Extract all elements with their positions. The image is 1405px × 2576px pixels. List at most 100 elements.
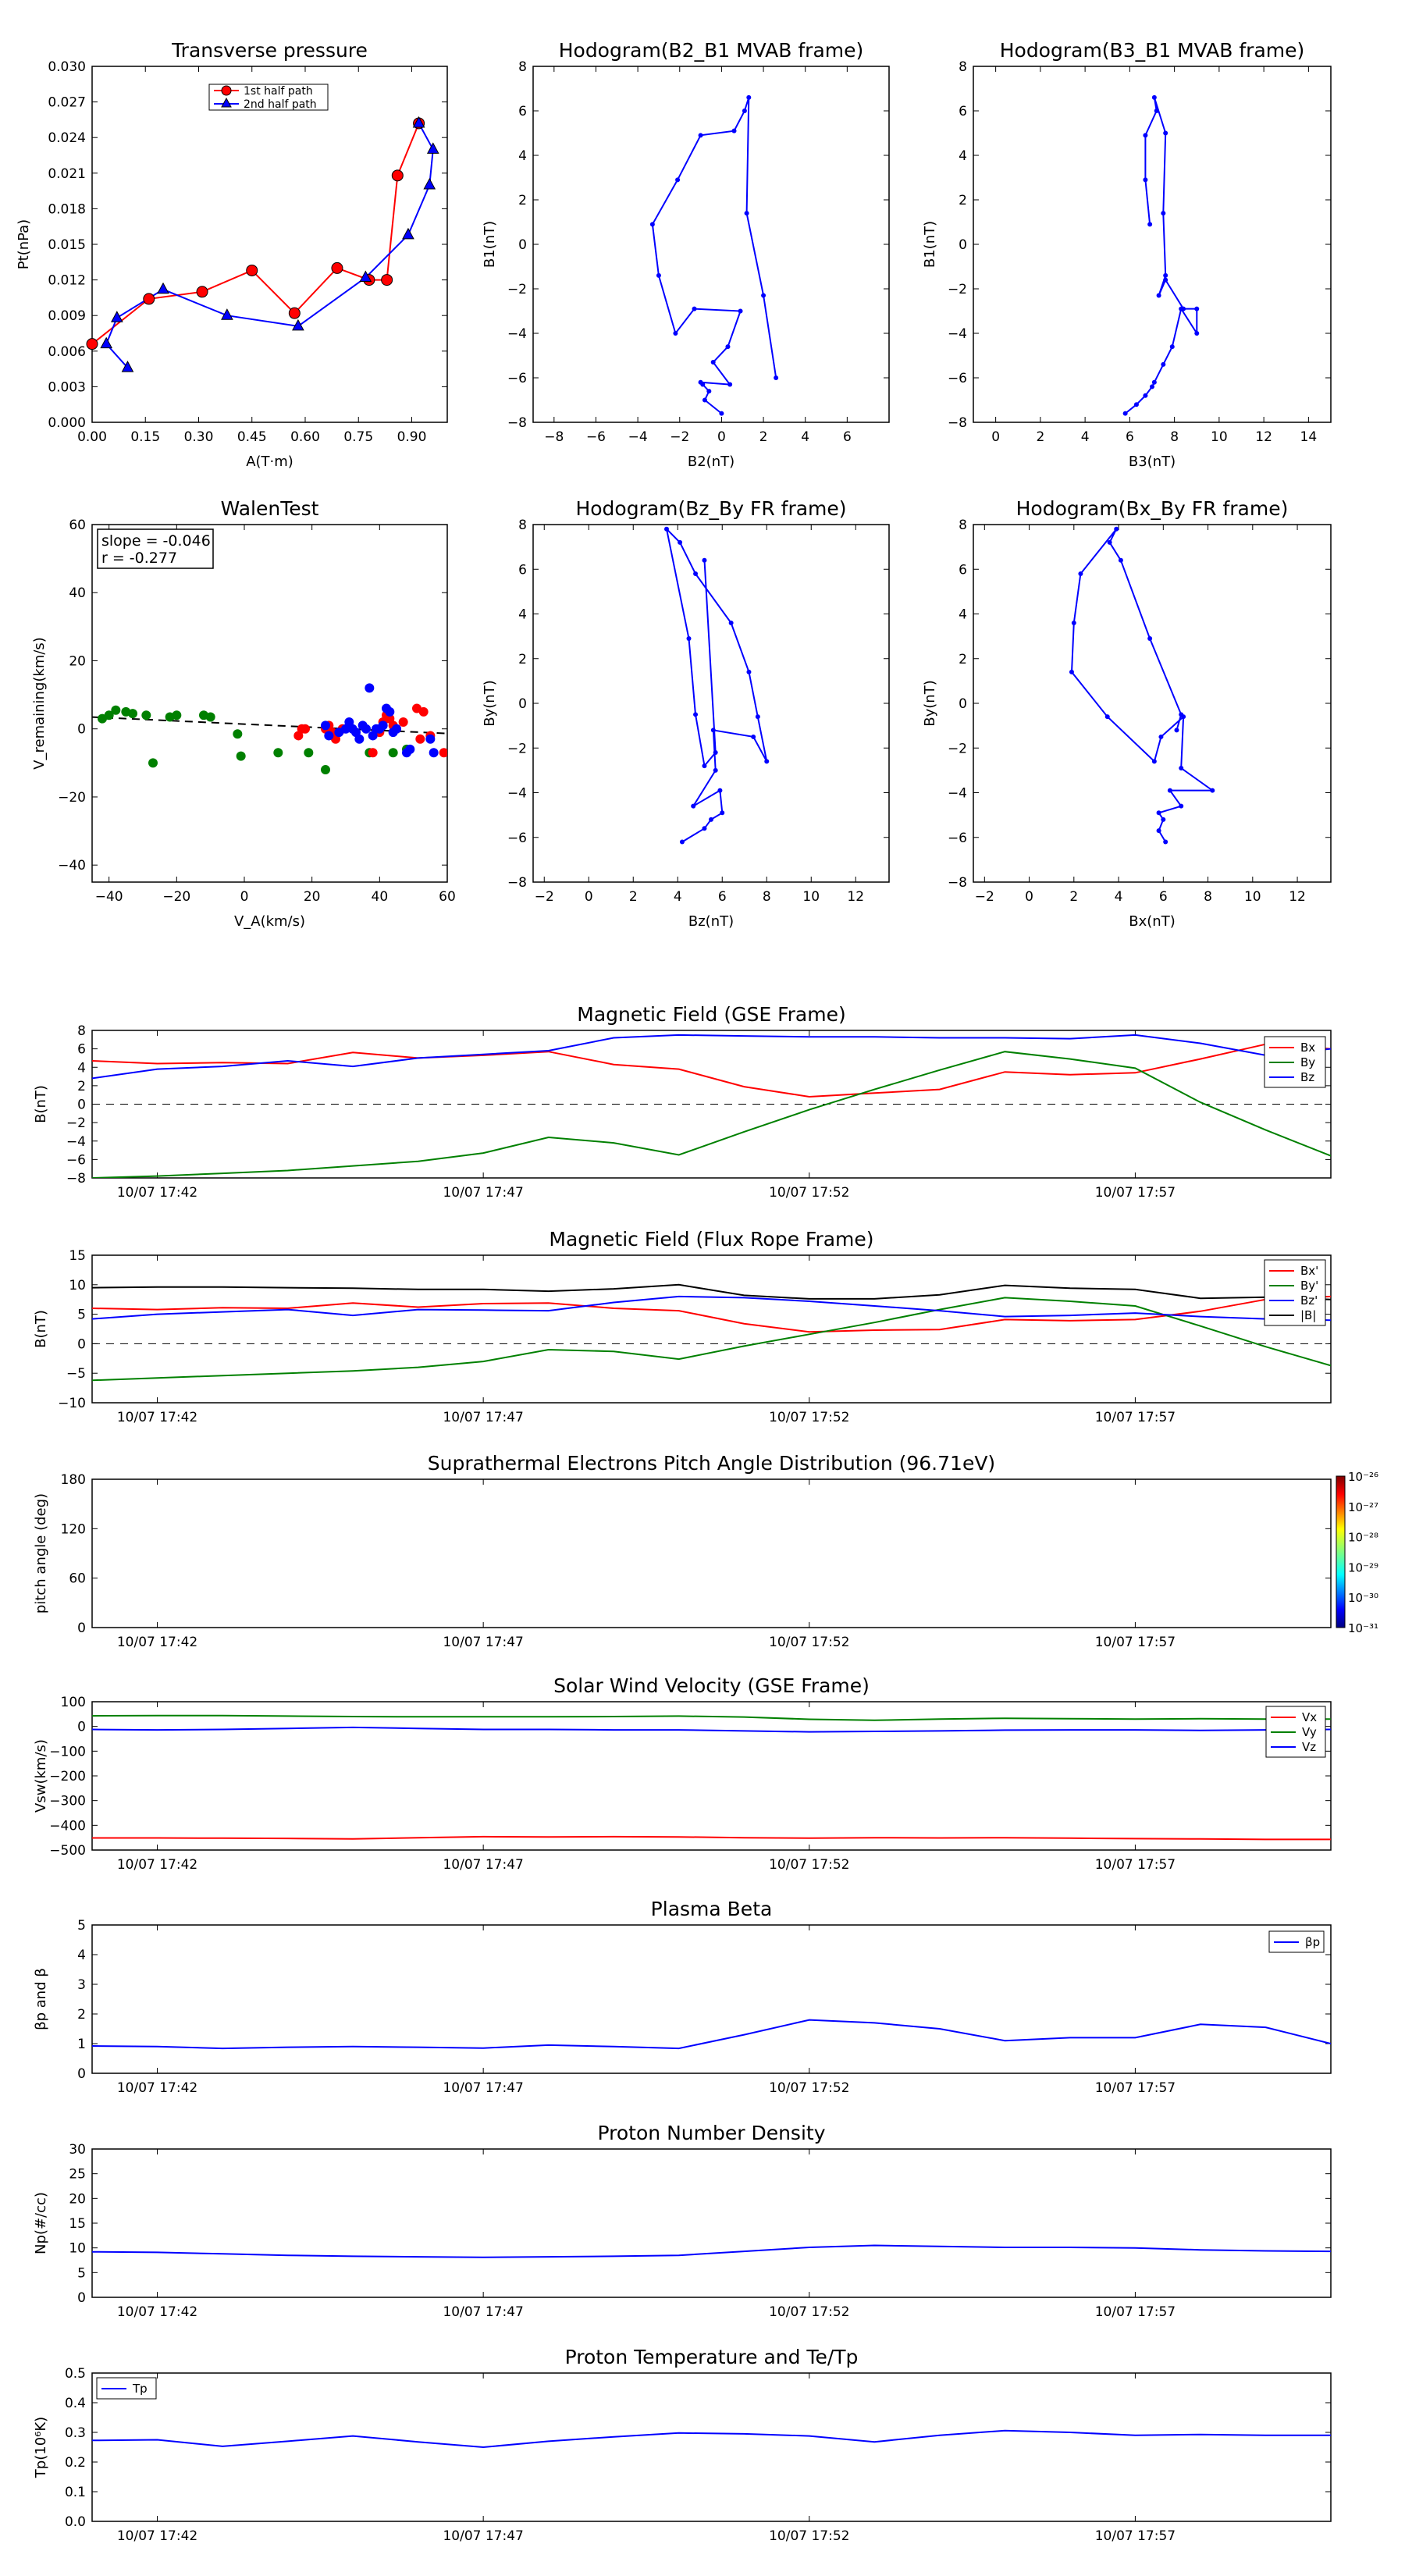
scatter-point-red: [398, 717, 408, 727]
y-tick-label: 0.009: [48, 308, 86, 324]
x-tick-label: 4: [674, 889, 682, 905]
y-tick-label: 8: [518, 518, 527, 533]
data-point-2nd-half: [423, 177, 436, 190]
x-tick-label: −2: [535, 889, 554, 905]
chart-title: Hodogram(Bz_By FR frame): [575, 497, 846, 520]
x-tick-label: 0: [1025, 889, 1033, 905]
hodogram-point: [1179, 803, 1184, 809]
y-tick-label: 0: [77, 2290, 86, 2306]
x-tick-label: 2: [759, 429, 768, 445]
legend-label: Vz: [1302, 1740, 1316, 1754]
hodogram-point: [755, 714, 760, 720]
hodogram-point: [691, 803, 696, 809]
data-point-1st-half: [288, 307, 301, 319]
hodogram-point: [1169, 344, 1175, 350]
x-tick-label: −2: [975, 889, 994, 905]
scatter-point-green: [111, 705, 121, 715]
data-point-1st-half: [331, 262, 343, 274]
y-tick-label: −6: [507, 371, 527, 386]
x-tick-label: 0.90: [397, 429, 427, 445]
y-tick-label: 6: [77, 1042, 86, 1058]
colorbar-bar: [1336, 1475, 1346, 1628]
hodogram-point: [764, 759, 770, 764]
hodogram-point: [1143, 177, 1148, 183]
y-axis-label: Np(#/cc): [33, 2192, 49, 2254]
y-axis-label: pitch angle (deg): [33, 1493, 49, 1614]
hodogram-point: [1181, 306, 1186, 311]
x-tick-label: 10/07 17:57: [1095, 2304, 1176, 2320]
legend-label: By: [1300, 1055, 1315, 1069]
x-tick-label: 8: [763, 889, 771, 905]
legend-marker-1st: [221, 85, 232, 96]
y-tick-label: −300: [49, 1794, 86, 1809]
y-tick-label: 0.4: [65, 2396, 86, 2411]
hodogram-point: [1151, 94, 1157, 100]
x-tick-label: 10/07 17:42: [117, 1410, 197, 1425]
hodogram-point: [746, 94, 752, 100]
series-line-Bz': [92, 1295, 1331, 1322]
fit-line: [92, 716, 447, 735]
chart-walen-test: WalenTest −40 −20 0 20 40 60 −40 −20 0 20 40 60 V_A(k…: [31, 497, 456, 930]
x-axis-label: A(T·m): [246, 454, 293, 470]
hodogram-point: [1163, 839, 1168, 845]
hodogram-point: [686, 635, 692, 641]
chart-proton_temperature: Proton Temperature and Te/Tp 0.0 0.1 0.2 0.3…: [33, 2346, 1332, 2544]
y-tick-label: −2: [507, 741, 527, 756]
chart-title: Magnetic Field (GSE Frame): [577, 1003, 845, 1026]
y-axis-label: By(nT): [482, 680, 498, 726]
data-point-1st-half: [381, 274, 393, 286]
hodogram-point: [751, 734, 756, 739]
series-group: [92, 2019, 1331, 2050]
chart-hodogram_b3_b1: Hodogram(B3_B1 MVAB frame) −8 −6 −4 −2 0 2 4 6 8 0…: [922, 39, 1332, 470]
x-tick-label: −8: [544, 429, 564, 445]
hodogram-point: [710, 360, 716, 365]
y-tick-label: 4: [959, 148, 967, 164]
hodogram-line: [1125, 97, 1198, 415]
scatter-point-red: [439, 748, 447, 758]
colorbar-label: 10⁻²⁷: [1348, 1500, 1378, 1514]
y-tick-label: 0.024: [48, 130, 86, 146]
x-tick-label: 2: [1069, 889, 1078, 905]
x-tick-label: 4: [1115, 889, 1123, 905]
plot-frame: [532, 66, 890, 423]
data-point-2nd-half: [359, 270, 372, 283]
y-tick-label: 6: [518, 104, 527, 119]
x-tick-label: 0.75: [343, 429, 373, 445]
chart-title: Solar Wind Velocity (GSE Frame): [553, 1674, 870, 1697]
y-tick-label: −6: [948, 371, 967, 386]
legend-marker-2nd: [221, 97, 232, 108]
chart-hodogram_bz_by: Hodogram(Bz_By FR frame) −8 −6 −4 −2 0 2 4 6 8 −2 0…: [482, 497, 890, 930]
y-tick-label: −8: [948, 415, 967, 431]
chart-hodogram_b2_b1: Hodogram(B2_B1 MVAB frame) −8 −6 −4 −2 0 2 4 6 8 −…: [482, 39, 890, 470]
annotation-box: [97, 528, 214, 569]
chart-title: Hodogram(B3_B1 MVAB frame): [1000, 39, 1305, 62]
legend-label-1st: 1st half path: [244, 85, 313, 98]
hodogram-point: [702, 763, 707, 769]
y-tick-label: 4: [77, 1948, 86, 1963]
legend-label: βp: [1305, 1935, 1320, 1949]
y-tick-label: 0: [959, 237, 967, 253]
hodogram-point: [720, 810, 725, 816]
y-tick-label: 6: [959, 104, 967, 119]
series-group: [92, 1714, 1331, 1841]
x-tick-label: 10/07 17:52: [769, 2080, 849, 2096]
y-tick-label: −4: [507, 326, 527, 342]
hodogram-point: [1114, 526, 1119, 532]
x-tick-label: 10/07 17:42: [117, 1857, 197, 1873]
hodogram-point: [649, 222, 655, 227]
y-tick-label: 0.000: [48, 415, 86, 431]
y-tick-label: −2: [948, 741, 967, 756]
legend-label: Vy: [1302, 1725, 1317, 1739]
y-tick-label: 0.0: [65, 2514, 86, 2530]
x-tick-label: 10/07 17:47: [443, 2080, 523, 2096]
y-axis-label: Pt(nPa): [16, 219, 32, 269]
y-tick-label: −4: [948, 326, 967, 342]
hodogram-point: [1174, 728, 1179, 733]
y-tick-label: 0.015: [48, 237, 86, 253]
chart-title: Plasma Beta: [651, 1898, 773, 1920]
x-tick-label: 60: [439, 889, 456, 905]
hodogram-point: [702, 557, 707, 563]
x-tick-label: 6: [843, 429, 852, 445]
